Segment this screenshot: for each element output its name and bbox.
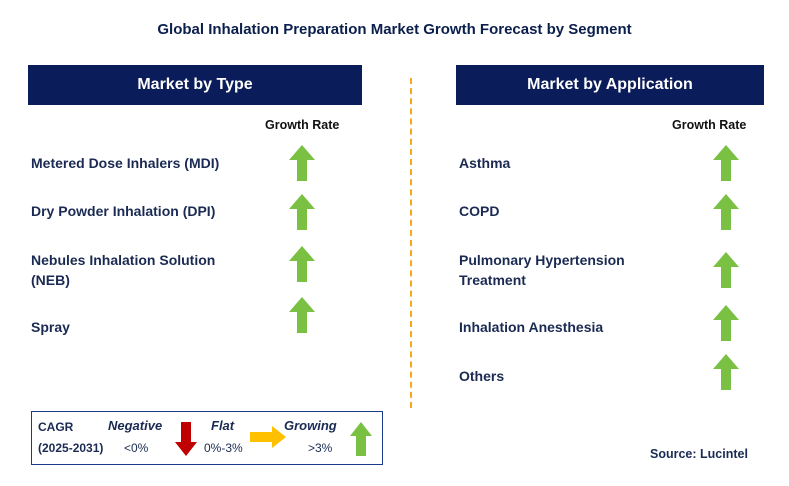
panel-divider	[410, 78, 412, 408]
growing-arrow-icon	[713, 145, 739, 181]
application-item-others: Others	[459, 368, 505, 384]
application-item-asthma: Asthma	[459, 155, 511, 171]
growing-arrow-icon	[289, 297, 315, 333]
legend-growing-label: Growing	[284, 418, 337, 433]
legend-flat-range: 0%-3%	[204, 441, 243, 455]
growing-arrow-icon	[713, 194, 739, 230]
growing-arrow-icon	[289, 246, 315, 282]
source-note: Source: Lucintel	[650, 447, 748, 461]
type-panel-header: Market by Type	[28, 65, 362, 105]
type-item-dpi: Dry Powder Inhalation (DPI)	[31, 203, 216, 219]
legend-negative-range: <0%	[124, 441, 149, 455]
page-title: Global Inhalation Preparation Market Gro…	[157, 21, 632, 38]
legend-negative-label: Negative	[108, 418, 163, 433]
growing-arrow-icon	[713, 354, 739, 390]
growing-arrow-icon	[713, 305, 739, 341]
type-growth-rate-label: Growth Rate	[265, 118, 340, 132]
application-item-pulmonary-hypertension: Pulmonary Hypertension Treatment	[459, 252, 625, 288]
type-item-spray: Spray	[31, 319, 70, 335]
growing-arrow-icon	[713, 252, 739, 288]
application-item-inhalation-anesthesia: Inhalation Anesthesia	[459, 319, 604, 335]
growing-arrow-icon	[289, 194, 315, 230]
cagr-legend: CAGR (2025-2031) Negative <0% Flat 0%-3%…	[31, 411, 383, 465]
application-growth-rate-label: Growth Rate	[672, 118, 747, 132]
application-panel-header: Market by Application	[456, 65, 764, 105]
type-item-mdi: Metered Dose Inhalers (MDI)	[31, 155, 220, 171]
legend-flat-label: Flat	[211, 418, 235, 433]
negative-arrow-icon	[175, 422, 197, 456]
legend-growing-range: >3%	[308, 441, 333, 455]
legend-period: (2025-2031)	[38, 441, 104, 455]
application-item-copd: COPD	[459, 203, 500, 219]
growing-arrow-icon	[350, 422, 372, 456]
flat-arrow-icon	[250, 426, 286, 448]
growing-arrow-icon	[289, 145, 315, 181]
type-item-neb: Nebules Inhalation Solution (NEB)	[31, 252, 216, 288]
legend-cagr-label: CAGR	[38, 420, 74, 434]
